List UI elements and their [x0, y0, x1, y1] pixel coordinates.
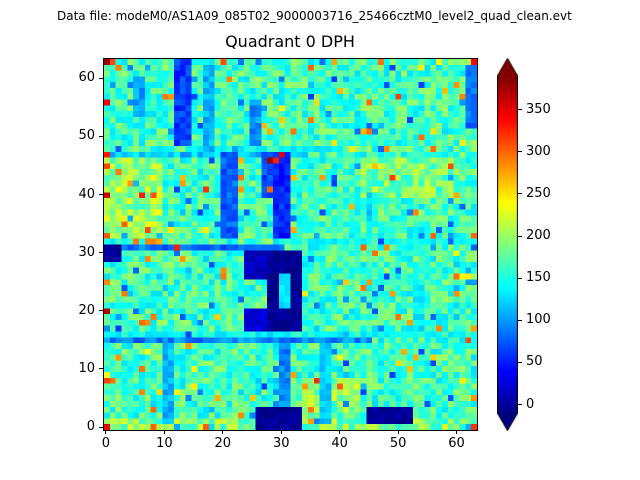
colorbar-tick-label: 100 [526, 312, 551, 328]
colorbar-tick-mark [518, 404, 522, 406]
colorbar-tick-mark [518, 235, 522, 237]
x-tick-mark [163, 430, 165, 434]
y-tick-mark [99, 252, 103, 254]
y-tick-mark [99, 426, 103, 428]
x-tick-label: 10 [156, 436, 173, 451]
x-tick-label: 60 [448, 436, 465, 451]
colorbar-tick-mark [518, 151, 522, 153]
colorbar-tick-mark [518, 193, 522, 195]
colorbar-tick-mark [518, 361, 522, 363]
y-tick-mark [99, 368, 103, 370]
x-tick-mark [105, 430, 107, 434]
colorbar-tick-label: 0 [526, 396, 535, 412]
x-tick-mark [222, 430, 224, 434]
y-tick-label: 20 [78, 302, 95, 318]
y-tick-label: 10 [78, 360, 95, 376]
colorbar-tick-label: 150 [526, 270, 551, 286]
x-tick-label: 50 [389, 436, 407, 451]
colorbar-tick-mark [518, 277, 522, 279]
colorbar-tick-label: 350 [526, 101, 551, 117]
colorbar-tick-label: 50 [526, 354, 543, 370]
colorbar-tick-label: 200 [526, 228, 551, 244]
y-tick-mark [99, 77, 103, 79]
heatmap-canvas [104, 59, 477, 430]
x-tick-mark [339, 430, 341, 434]
colorbar-tick-mark [518, 109, 522, 111]
x-tick-label: 30 [272, 436, 290, 451]
chart-title: Quadrant 0 DPH [225, 32, 355, 51]
x-tick-mark [280, 430, 282, 434]
y-tick-mark [99, 135, 103, 137]
x-tick-mark [456, 430, 458, 434]
colorbar-tick-mark [518, 319, 522, 321]
colorbar-tick-label: 300 [526, 143, 551, 159]
y-tick-label: 30 [78, 244, 95, 260]
colorbar-canvas [497, 58, 518, 431]
y-tick-label: 0 [86, 419, 95, 435]
y-tick-label: 50 [78, 128, 95, 144]
x-tick-label: 20 [214, 436, 232, 451]
y-tick-label: 40 [78, 186, 95, 202]
y-tick-mark [99, 310, 103, 312]
y-tick-label: 60 [78, 70, 95, 86]
y-tick-mark [99, 194, 103, 196]
x-tick-mark [397, 430, 399, 434]
data-file-label: Data file: modeM0/AS1A09_085T02_90000037… [57, 9, 572, 23]
x-tick-label: 0 [101, 436, 111, 451]
x-tick-label: 40 [331, 436, 348, 451]
plot-area [103, 58, 478, 431]
colorbar-tick-label: 250 [526, 185, 551, 201]
